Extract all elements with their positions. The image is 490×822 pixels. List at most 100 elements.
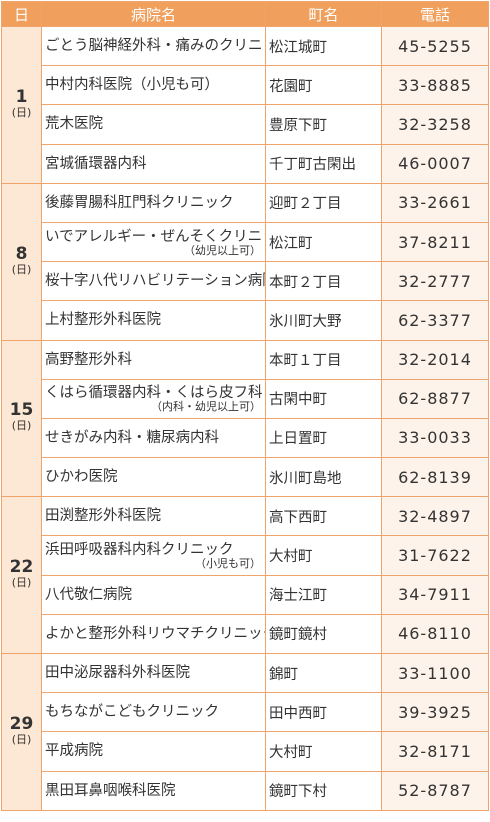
town: 高下西町 [265, 496, 382, 537]
day-cell: 1 (日) [1, 26, 42, 184]
phone: 32-8171 [381, 731, 489, 772]
hospital-name: ごとう脳神経外科・痛みのクリニック [45, 38, 265, 55]
phone: 32-4897 [381, 496, 489, 537]
hospital-name: 上村整形外科医院 [45, 312, 161, 329]
hospital-name-cell: くはら循環器内科・くはら皮フ科 （内科・幼児以上可） [41, 378, 266, 419]
hospital-name: 中村内科医院（小児も可） [45, 77, 219, 94]
row: よかと整形外科リウマチクリニック 鏡町鏡村 46-8110 [2, 613, 489, 655]
day-cell: 22 (日) [1, 496, 42, 654]
hospital-name-cell: 荒木医院 [41, 104, 266, 145]
town: 上日置町 [265, 417, 382, 459]
day-number: 1 [15, 86, 28, 107]
town: 松江城町 [265, 25, 382, 67]
hospital-name: ひかわ医院 [45, 469, 118, 486]
hospital-name-cell: せきがみ内科・糖尿病内科 [41, 417, 266, 459]
row: 1(日)ごとう脳神経外科・痛みのクリニック松江城町45-5255 [1, 25, 489, 184]
day-cell: 8 (日) [1, 182, 42, 341]
day-cell: 15 (日) [1, 339, 42, 498]
row: くはら循環器内科・くはら皮フ科 （内科・幼児以上可） 古閑中町 62-8877 [2, 378, 489, 419]
town: 本町２丁目 [265, 261, 382, 302]
phone: 46-8110 [381, 613, 489, 655]
hospital-name: せきがみ内科・糖尿病内科 [45, 429, 219, 446]
town: 大村町 [265, 731, 382, 772]
town: 花園町 [265, 65, 382, 106]
hospital-name-cell: ごとう脳神経外科・痛みのクリニック [41, 25, 266, 67]
hospital-name: よかと整形外科リウマチクリニック [45, 625, 266, 642]
town: 大村町 [265, 535, 382, 576]
town: 本町１丁目 [265, 339, 382, 380]
phone: 62-8877 [381, 378, 489, 419]
row: 8 (日) 後藤胃腸科肛門科クリニック 迎町２丁目 33-2661 [1, 182, 489, 341]
town: 氷川町大野 [265, 300, 382, 341]
day-number: 8 [15, 243, 28, 264]
day-number: 15 [9, 400, 34, 421]
day-number: 29 [9, 713, 34, 734]
weekday: (日) [11, 262, 32, 276]
hospital-name: 桜十字八代リハビリテーション病院 [45, 273, 266, 290]
hospital-name-cell: 後藤胃腸科肛門科クリニック [41, 182, 266, 223]
header-row: 日 病院名 町名 電話 [1, 1, 489, 27]
phone: 45-5255 [381, 25, 489, 67]
phone: 62-8139 [381, 457, 489, 498]
phone: 33-2661 [381, 182, 489, 223]
row: 29 (日) 田中泌尿器科外科医院 錦町 33-1100 [1, 652, 489, 811]
row: 22 (日) 田渕整形外科医院 高下西町 32-4897 [1, 496, 489, 654]
town: 錦町 [265, 652, 382, 694]
hospital-name: 黒田耳鼻咽喉科医院 [45, 782, 176, 799]
row: ひかわ医院 氷川町島地 62-8139 [2, 457, 489, 498]
hospital-name-cell: 浜田呼吸器科内科クリニック （小児も可） [41, 535, 266, 576]
hospital-name: 田中泌尿器科外科医院 [45, 665, 190, 682]
row: もちながこどもクリニック 田中西町 39-3925 [2, 692, 489, 733]
hospital-name-cell: よかと整形外科リウマチクリニック [41, 613, 266, 655]
hospital-name: 浜田呼吸器科内科クリニック [45, 542, 234, 559]
phone: 34-7911 [381, 574, 489, 615]
phone: 33-1100 [381, 652, 489, 694]
weekday: (日) [11, 576, 32, 590]
phone: 32-2777 [381, 261, 489, 302]
hospital-note: （小児も可） [195, 557, 261, 571]
hospital-name-cell: いでアレルギー・ぜんそくクリニック（幼児以上可） [41, 221, 266, 263]
phone: 46-0007 [381, 143, 489, 184]
hospital-name: くはら循環器内科・くはら皮フ科 [45, 385, 263, 402]
header-name: 病院名 [41, 1, 266, 27]
weekday: (日) [11, 732, 32, 746]
phone: 31-7622 [381, 535, 489, 576]
weekday: (日) [11, 105, 32, 119]
town: 鏡町鏡村 [265, 613, 382, 655]
hospital-name-cell: 八代敬仁病院 [41, 574, 266, 615]
phone: 33-0033 [381, 417, 489, 459]
phone: 62-3377 [381, 300, 489, 341]
row: 桜十字八代リハビリテーション病院 本町２丁目 32-2777 [2, 261, 489, 302]
row: 中村内科医院（小児も可） 花園町 33-8885 [2, 65, 489, 106]
town: 田中西町 [265, 692, 382, 733]
header-town: 町名 [265, 1, 382, 27]
hospital-name: 高野整形外科 [45, 351, 132, 368]
hospital-name-cell: 田中泌尿器科外科医院 [41, 652, 266, 694]
row: 八代敬仁病院 海士江町 34-7911 [2, 574, 489, 615]
row: 荒木医院 豊原下町 32-3258 [2, 104, 489, 145]
hospital-name-cell: 平成病院 [41, 731, 266, 772]
phone: 52-8787 [381, 770, 489, 811]
row: 黒田耳鼻咽喉科医院 鏡町下村 52-8787 [2, 770, 489, 811]
town: 松江町 [265, 221, 382, 263]
phone: 33-8885 [381, 65, 489, 106]
hospital-name-cell: 桜十字八代リハビリテーション病院 [41, 261, 266, 302]
hospital-name: 平成病院 [45, 743, 103, 760]
row: 平成病院 大村町 32-8171 [2, 731, 489, 772]
hospital-name-cell: 中村内科医院（小児も可） [41, 65, 266, 106]
hospital-note: （内科・幼児以上可） [151, 400, 261, 414]
town: 古閑中町 [265, 378, 382, 419]
hospital-name-cell: ひかわ医院 [41, 457, 266, 498]
day-cell: 29 (日) [1, 653, 42, 811]
hospital-name: 宮城循環器内科 [45, 155, 147, 172]
weekday: (日) [11, 419, 32, 433]
hospital-name-cell: 田渕整形外科医院 [41, 496, 266, 537]
hospital-name-cell: 高野整形外科 [41, 339, 266, 380]
hospital-name-cell: 上村整形外科医院 [41, 300, 266, 341]
hospital-note: （幼児以上可） [184, 243, 261, 257]
town: 豊原下町 [265, 104, 382, 145]
phone: 32-2014 [381, 339, 489, 380]
